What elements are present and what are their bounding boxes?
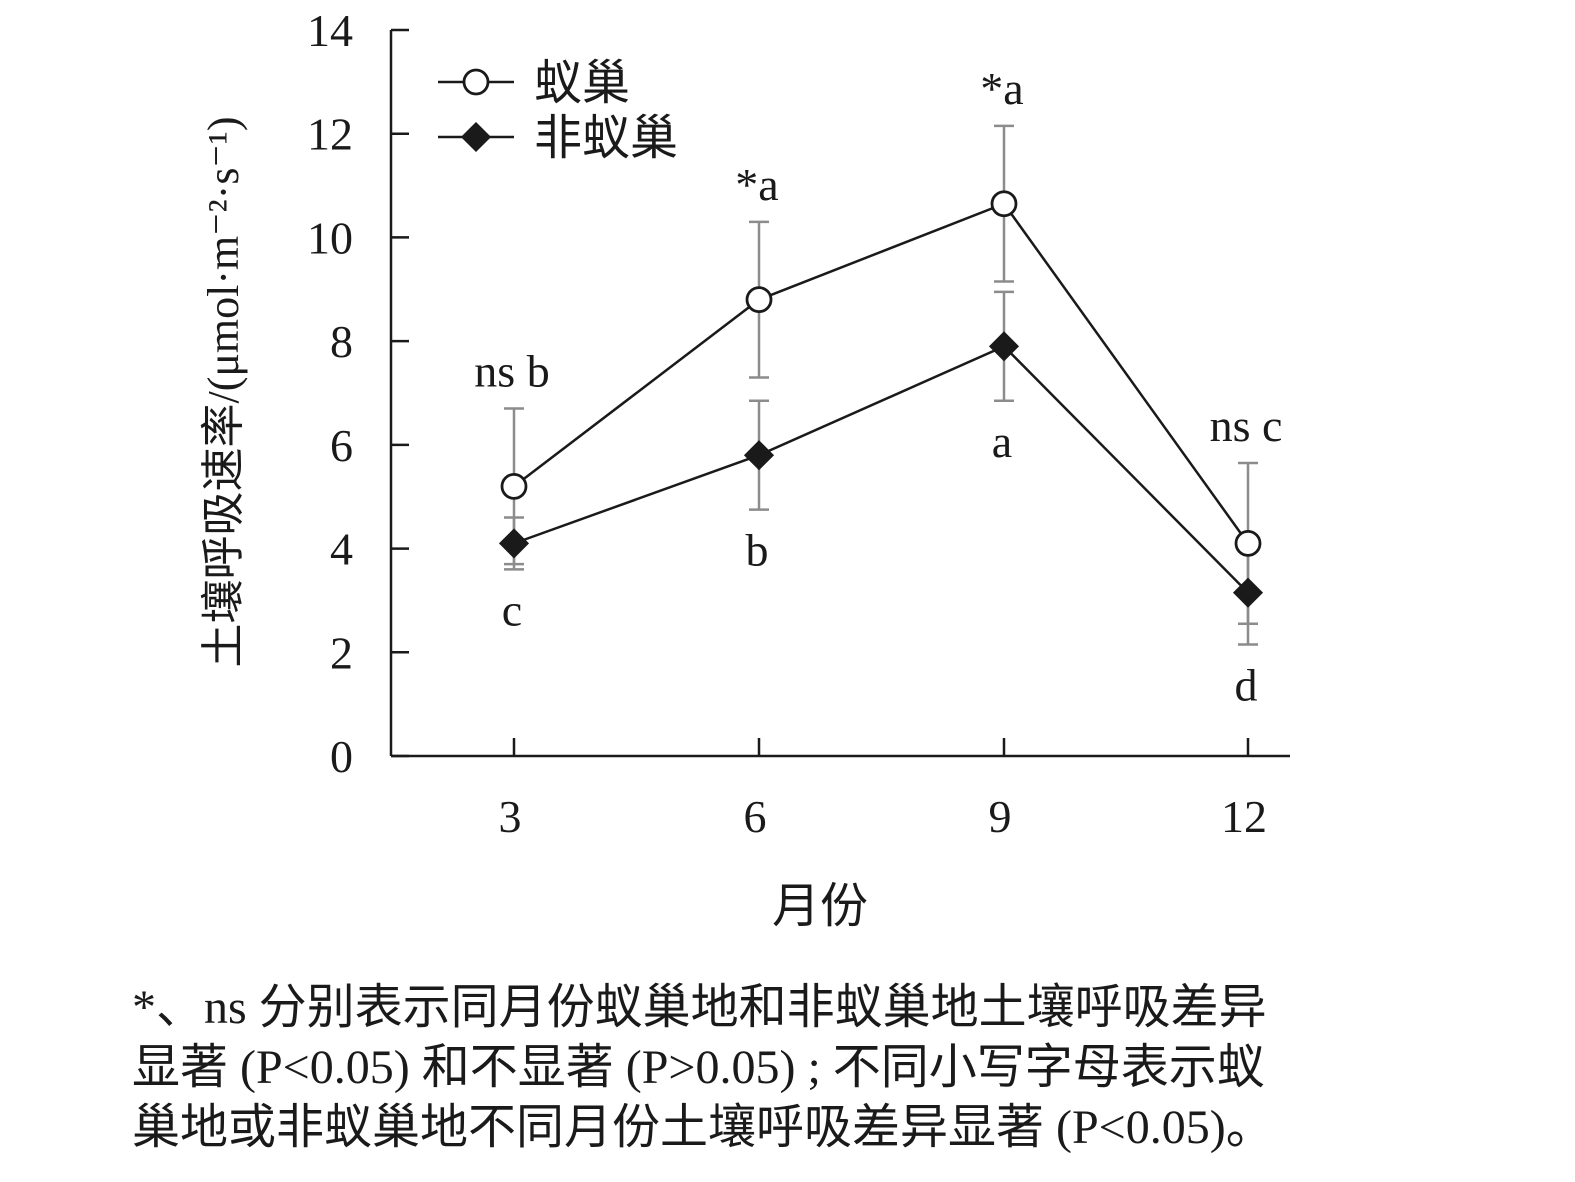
legend-label: 蚁巢	[534, 57, 630, 110]
y-tick-label: 12	[307, 109, 353, 160]
caption-line-2: 显著 (P<0.05) 和不显著 (P>0.05) ; 不同小写字母表示蚁	[132, 1041, 1265, 1094]
y-tick-label: 8	[330, 316, 353, 367]
y-tick-label: 10	[307, 212, 353, 263]
significance-labels: ns b *a *a ns c c b a d	[474, 63, 1282, 711]
caption-line-3: 巢地或非蚁巢地不同月份土壤呼吸差异显著 (P<0.05)。	[132, 1101, 1274, 1154]
significance-label-bottom: c	[502, 584, 522, 635]
data-point-series-1	[990, 190, 1018, 218]
y-tick-label: 4	[330, 524, 353, 575]
x-tick-label: 3	[499, 791, 522, 842]
series-lines	[513, 202, 1250, 594]
significance-label-top: ns c	[1210, 400, 1283, 451]
figure-caption: *、ns 分别表示同月份蚁巢地和非蚁巢地土壤呼吸差异 显著 (P<0.05) 和…	[132, 978, 1552, 1158]
data-point-series-2	[988, 331, 1020, 362]
y-tick-label: 0	[330, 731, 353, 782]
significance-label-bottom: d	[1235, 660, 1258, 711]
series-line-1	[513, 202, 1250, 545]
data-point-series-2	[1232, 577, 1264, 608]
x-tick-label: 12	[1221, 791, 1267, 842]
significance-label-top: *a	[980, 63, 1023, 114]
data-point-series-1	[1234, 529, 1262, 557]
axes: 0 2 4 6 8 10 12 14 3 6 9 12	[307, 5, 1290, 842]
y-tick-label: 14	[307, 5, 353, 56]
data-point-series-1	[745, 286, 773, 314]
legend-marker	[462, 68, 490, 96]
y-axis-label: 土壤呼吸速率/(μmol·m⁻²·s⁻¹)	[199, 116, 248, 667]
data-points	[498, 190, 1264, 608]
caption-line-1: *、ns 分别表示同月份蚁巢地和非蚁巢地土壤呼吸差异	[132, 981, 1267, 1034]
legend-entry-2: 非蚁巢	[438, 112, 678, 165]
series-line-2	[513, 344, 1249, 594]
legend-marker	[460, 121, 492, 153]
x-tick-label: 6	[744, 791, 767, 842]
x-tick-label: 9	[989, 791, 1012, 842]
data-point-series-1	[500, 472, 528, 500]
significance-label-top: *a	[735, 159, 778, 210]
legend-entry-1: 蚁巢	[438, 57, 630, 110]
significance-label-top: ns b	[474, 346, 549, 397]
error-bars	[504, 124, 1258, 646]
data-point-series-2	[743, 440, 775, 471]
data-point-series-2	[498, 528, 530, 559]
y-tick-label: 2	[330, 627, 353, 678]
legend-label: 非蚁巢	[534, 112, 678, 165]
significance-label-bottom: b	[746, 525, 769, 576]
x-axis-label: 月份	[772, 880, 868, 933]
y-tick-label: 6	[330, 420, 353, 471]
significance-label-bottom: a	[992, 416, 1012, 467]
